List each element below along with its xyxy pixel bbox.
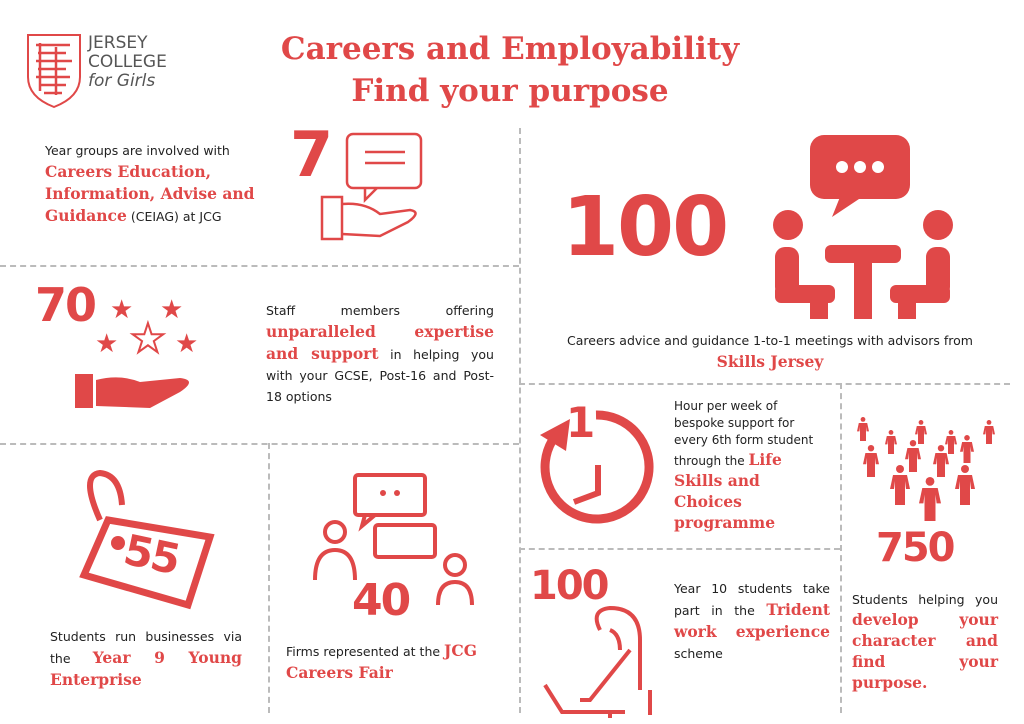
divider [0,443,519,445]
svg-text:★: ★ [110,295,133,325]
page-subtitle: Find your purpose [351,73,669,109]
person-icon [857,417,869,441]
person-icon [915,420,927,444]
person-icon [983,420,995,444]
divider [519,128,521,713]
laptop-person-icon [543,605,652,718]
svg-text:★: ★ [160,295,183,325]
price-tag-icon [79,469,215,610]
logo-line1: JERSEY [88,33,148,53]
person-icon [955,465,975,505]
divider [0,265,519,267]
clock-icon [540,410,654,524]
stars-hand-icon: ★ ★★ ★ ★ [75,295,198,408]
divider [840,383,842,713]
stat-number: 7 [290,118,333,191]
svg-text:★: ★ [95,329,118,359]
divider [519,383,1010,385]
person-icon [919,477,941,521]
page-title: Careers and Employability [280,31,740,67]
logo-line2: COLLEGE [88,52,167,72]
people-chat-icon [313,473,474,606]
crowd-icon [857,417,995,521]
person-icon [863,445,879,477]
person-icon [933,445,949,477]
crest-icon [27,34,81,109]
logo-line3: for Girls [88,71,156,91]
person-icon [960,435,974,463]
divider [268,443,270,713]
person-icon [945,430,957,454]
stat-number: 100 [562,180,729,275]
meeting-icon [773,135,953,319]
person-icon [885,430,897,454]
stat-number: 750 [876,525,955,571]
person-icon [905,440,921,472]
person-icon [890,465,910,505]
stat-number: 100 [530,563,609,609]
stat-number: 40 [352,575,411,626]
stat-number: 1 [566,398,595,447]
divider [519,548,840,550]
svg-text:★: ★ [175,329,198,359]
speech-bubble-hand-icon [320,132,423,241]
svg-text:★: ★ [130,316,166,362]
stat-number: 70 [35,278,97,332]
